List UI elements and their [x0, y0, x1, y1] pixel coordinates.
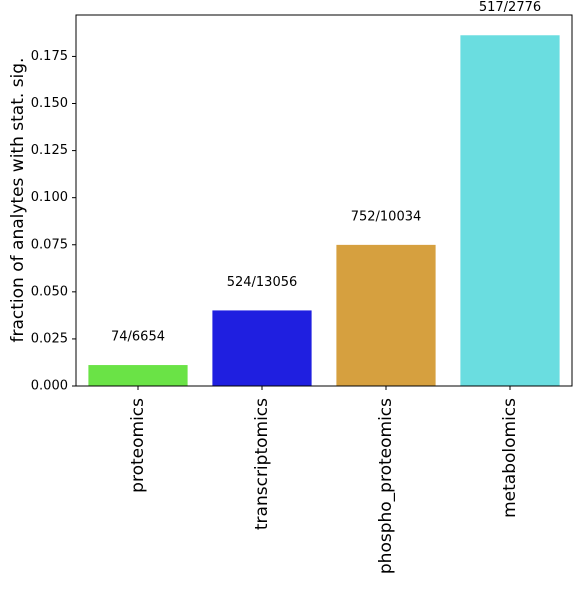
value-label: 752/10034 [351, 209, 422, 224]
bar [336, 244, 436, 386]
value-label: 74/6654 [111, 330, 165, 345]
x-tick-label: proteomics [128, 398, 148, 493]
x-tick-label: transcriptomics [252, 398, 272, 530]
y-tick-label: 0.075 [31, 237, 68, 252]
plot-frame [75, 14, 573, 387]
y-tick-label: 0.050 [31, 284, 68, 299]
y-tick-label: 0.000 [31, 379, 68, 394]
y-axis-label: fraction of analytes with stat. sig. [8, 58, 28, 343]
x-tick-label: metabolomics [500, 398, 520, 518]
y-tick-label: 0.150 [31, 96, 68, 111]
x-tick-label: phospho_proteomics [376, 398, 396, 574]
bar [88, 365, 188, 386]
y-tick-label: 0.100 [31, 190, 68, 205]
y-tick-label: 0.175 [31, 49, 68, 64]
bar [212, 310, 312, 386]
value-label: 524/13056 [227, 275, 298, 290]
bar [460, 35, 560, 386]
y-tick-label: 0.125 [31, 143, 68, 158]
y-tick-label: 0.025 [31, 331, 68, 346]
value-label: 517/2776 [479, 0, 541, 15]
